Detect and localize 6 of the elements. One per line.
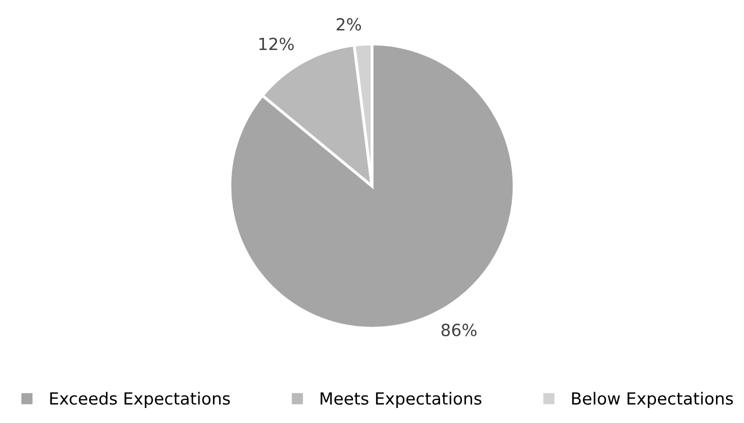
legend-label: Exceeds Expectations xyxy=(50,392,230,408)
legend-label: Meets Expectations xyxy=(320,392,482,408)
data-label: 12% xyxy=(259,38,294,50)
data-label: 86% xyxy=(442,324,477,336)
legend-label: Below Expectations xyxy=(572,392,733,408)
data-label: 2% xyxy=(336,18,361,31)
